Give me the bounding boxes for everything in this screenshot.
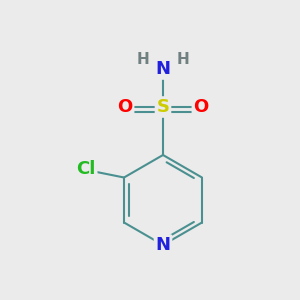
Text: N: N [155, 60, 170, 78]
Text: O: O [194, 98, 208, 116]
Text: H: H [177, 52, 189, 67]
Text: O: O [117, 98, 133, 116]
Text: Cl: Cl [76, 160, 96, 178]
Text: N: N [155, 236, 170, 254]
Text: S: S [157, 98, 169, 116]
Text: H: H [136, 52, 149, 67]
